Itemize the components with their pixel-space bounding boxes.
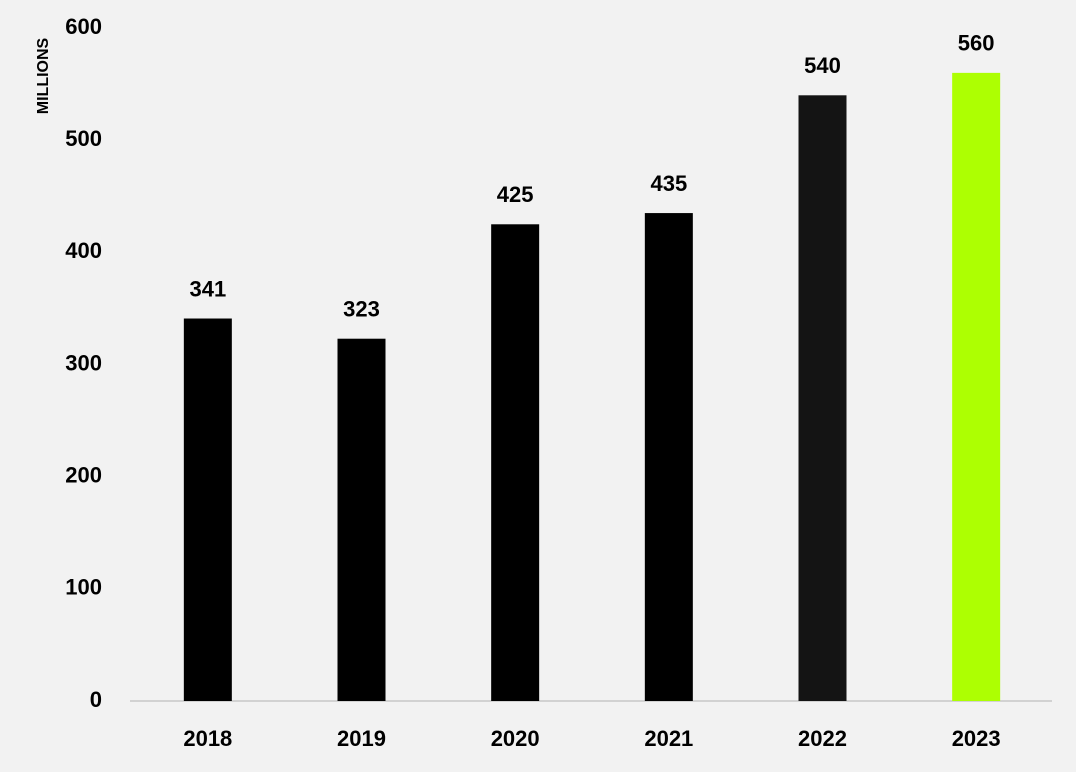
y-tick-label: 300 [65, 350, 102, 375]
x-tick-label: 2022 [798, 726, 847, 751]
y-tick-label: 0 [90, 687, 102, 712]
y-axis-title: MILLIONS [35, 37, 52, 114]
y-tick-label: 200 [65, 462, 102, 487]
bar [337, 338, 386, 701]
bar [183, 318, 232, 701]
x-tick-label: 2019 [337, 726, 386, 751]
value-label: 435 [650, 171, 687, 196]
x-tick-label: 2023 [952, 726, 1001, 751]
bar [644, 213, 693, 701]
y-tick-label: 500 [65, 126, 102, 151]
value-label: 341 [189, 276, 226, 301]
bar [491, 224, 540, 701]
y-tick-label: 400 [65, 238, 102, 263]
y-tick-label: 100 [65, 575, 102, 600]
x-tick-label: 2021 [644, 726, 693, 751]
bar [952, 72, 1001, 701]
value-label: 323 [343, 297, 380, 322]
value-label: 425 [497, 182, 534, 207]
x-tick-label: 2020 [491, 726, 540, 751]
value-label: 540 [804, 53, 841, 78]
value-label: 560 [958, 31, 995, 56]
bar [798, 95, 847, 702]
y-tick-label: 600 [65, 14, 102, 39]
x-tick-label: 2018 [183, 726, 232, 751]
